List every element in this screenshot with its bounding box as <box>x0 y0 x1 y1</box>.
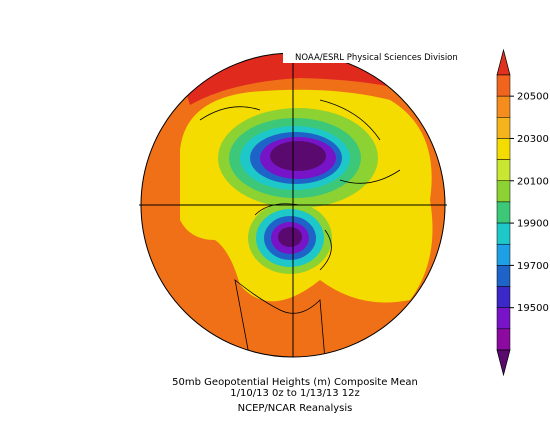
colorbar-segment <box>496 307 511 330</box>
colorbar-label: 20500 <box>517 92 549 103</box>
colorbar-segment <box>496 222 511 245</box>
colorbar-segment <box>496 201 511 224</box>
header-box <box>283 51 448 63</box>
colorbar-label: 19900 <box>517 219 549 230</box>
colorbar-segment <box>496 159 511 182</box>
colorbar-segment <box>496 243 511 266</box>
colorbar-segment <box>496 286 511 308</box>
colorbar-segment <box>496 138 511 160</box>
caption-line: NCEP/NCAR Reanalysis <box>238 403 353 414</box>
colorbar-segment <box>496 95 511 118</box>
colorbar: 20500 20300 20100 19900 19700 19500 <box>496 48 549 377</box>
colorbar-segment <box>496 117 511 139</box>
colorbar-arrow <box>496 48 511 76</box>
colorbar-label: 20100 <box>517 176 549 187</box>
header-title: NOAA/ESRL Physical Sciences Division <box>295 53 458 63</box>
caption-line: 50mb Geopotential Heights (m) Composite … <box>172 377 418 388</box>
colorbar-segment <box>496 74 511 97</box>
colorbar-label: 19500 <box>517 303 549 314</box>
colorbar-segment <box>496 328 511 351</box>
colorbar-segment <box>496 265 511 287</box>
colorbar-label: 19700 <box>517 261 549 272</box>
colorbar-label: 20300 <box>517 134 549 145</box>
colorbar-segment <box>496 180 511 203</box>
colorbar-arrow <box>496 349 511 377</box>
caption-line: 1/10/13 0z to 1/13/13 12z <box>230 388 359 399</box>
